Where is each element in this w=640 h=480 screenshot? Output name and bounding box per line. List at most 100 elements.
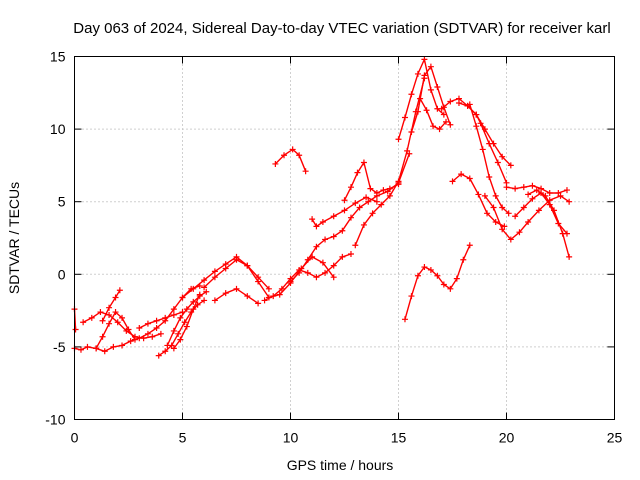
data-point xyxy=(175,330,182,337)
data-point xyxy=(190,306,197,313)
data-point xyxy=(261,297,268,304)
data-point xyxy=(281,152,288,159)
data-point xyxy=(404,147,411,154)
data-point xyxy=(378,201,385,208)
data-point xyxy=(136,325,143,332)
data-point xyxy=(170,306,177,313)
data-point xyxy=(458,171,465,178)
data-point xyxy=(84,343,91,350)
data-point xyxy=(302,168,309,175)
data-point xyxy=(319,219,326,226)
series-arc-17 xyxy=(341,159,402,204)
data-point xyxy=(201,277,208,284)
series-arc-26 xyxy=(481,192,573,243)
data-point xyxy=(177,314,184,321)
data-point xyxy=(475,191,482,198)
data-point xyxy=(546,189,553,196)
data-point xyxy=(484,210,491,217)
series-arc-21 xyxy=(417,95,450,133)
series-arc-04 xyxy=(99,287,123,324)
data-point xyxy=(211,274,218,281)
data-point xyxy=(473,111,480,118)
data-point xyxy=(190,285,197,292)
data-point xyxy=(555,189,562,196)
data-point xyxy=(309,216,316,223)
series-arc-25 xyxy=(449,171,508,230)
data-point xyxy=(499,204,506,211)
series-arc-09 xyxy=(170,291,203,352)
data-point xyxy=(525,219,532,226)
data-point xyxy=(408,91,415,98)
data-point xyxy=(347,250,354,257)
data-point xyxy=(289,146,296,153)
data-point xyxy=(144,320,151,327)
data-point xyxy=(542,192,549,199)
data-point xyxy=(408,293,415,300)
data-point xyxy=(272,160,279,167)
data-point xyxy=(503,184,510,191)
x-tick-label: 10 xyxy=(283,430,299,446)
data-point xyxy=(434,83,441,90)
series-arc-29 xyxy=(525,187,573,260)
series-line xyxy=(101,289,121,322)
data-point xyxy=(196,291,203,298)
data-point xyxy=(322,236,329,243)
data-point xyxy=(233,285,240,292)
data-point xyxy=(455,99,462,106)
series-line xyxy=(354,77,426,247)
data-point xyxy=(352,200,359,207)
data-point xyxy=(525,191,532,198)
data-point xyxy=(533,187,540,194)
data-point xyxy=(330,262,337,269)
data-point xyxy=(190,298,197,305)
series-arc-16 xyxy=(272,146,309,175)
data-point xyxy=(179,294,186,301)
series-line xyxy=(527,189,570,258)
data-point xyxy=(287,278,294,285)
x-axis-label: GPS time / hours xyxy=(287,457,394,473)
data-point xyxy=(296,269,303,276)
series-arc-11 xyxy=(201,256,272,292)
data-point xyxy=(440,281,447,288)
data-point xyxy=(211,268,218,275)
data-point xyxy=(112,309,119,316)
series-arc-24 xyxy=(466,101,512,217)
data-point xyxy=(131,336,138,343)
data-point xyxy=(486,140,493,147)
data-point xyxy=(401,114,408,121)
series-line xyxy=(289,153,410,283)
data-point xyxy=(153,317,160,324)
x-tick-label: 25 xyxy=(607,430,623,446)
data-point xyxy=(162,348,169,355)
y-tick-label: 0 xyxy=(58,266,66,282)
data-point xyxy=(414,70,421,77)
data-point xyxy=(563,187,570,194)
data-point xyxy=(373,189,380,196)
x-tick-label: 20 xyxy=(499,430,515,446)
data-point xyxy=(566,198,573,205)
series-arc-06 xyxy=(136,309,186,332)
data-point xyxy=(201,297,208,304)
data-point xyxy=(233,256,240,263)
data-point xyxy=(473,123,480,130)
data-point xyxy=(414,108,421,115)
y-tick-label: 10 xyxy=(50,121,66,137)
data-point xyxy=(421,264,428,271)
series-arc-05 xyxy=(71,306,79,333)
data-point xyxy=(479,146,486,153)
data-point xyxy=(183,306,190,313)
data-point xyxy=(341,197,348,204)
data-point xyxy=(255,274,262,281)
y-tick-label: -5 xyxy=(53,339,66,355)
data-point xyxy=(278,285,285,292)
data-point xyxy=(319,259,326,266)
series-line xyxy=(458,102,508,184)
data-point xyxy=(427,86,434,93)
data-point xyxy=(559,230,566,237)
data-point xyxy=(520,204,527,211)
data-point xyxy=(494,159,501,166)
data-point xyxy=(244,262,251,269)
data-point xyxy=(140,335,147,342)
series-arc-07 xyxy=(155,297,208,359)
series-line xyxy=(157,299,205,357)
